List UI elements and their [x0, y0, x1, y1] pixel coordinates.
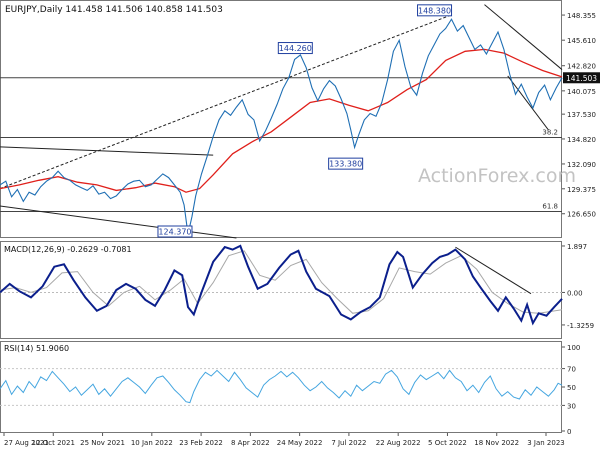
- annotation-label-2: 133.380: [329, 160, 362, 169]
- macd-ytick-label-0: 1.897: [567, 243, 587, 251]
- x-tick-label-10: 18 Nov 2022: [474, 439, 519, 447]
- x-tick-label-0: 27 Aug 2021: [4, 439, 49, 447]
- fib-label-61.8: 61.8: [542, 202, 558, 210]
- macd-label: MACD(12,26,9) -0.2629 -0.7081: [4, 245, 132, 254]
- x-tick-label-5: 8 Apr 2022: [231, 439, 270, 447]
- rsi-line: [0, 369, 563, 404]
- watermark: ActionForex.com: [418, 165, 576, 187]
- macd-panel: 1.897 0.00 -1.3259: [0, 243, 594, 330]
- macd-ytick-label-1: 0.00: [567, 289, 583, 297]
- x-tick-label-11: 3 Jan 2023: [527, 439, 565, 447]
- price-ytick-label-0: 148.355: [567, 12, 596, 20]
- rsi-ytick-label-0: 100: [567, 344, 580, 352]
- rsi-label: RSI(14) 51.9060: [4, 344, 69, 353]
- x-tick-label-1: 12 Oct 2021: [32, 439, 75, 447]
- price-trendline-3: [484, 4, 563, 70]
- x-tick-label-3: 10 Jan 2022: [131, 439, 173, 447]
- rsi-ytick-label-3: 30: [567, 402, 576, 410]
- panel-border-1: [0, 241, 562, 339]
- rsi-ytick-label-1: 70: [567, 366, 576, 374]
- x-tick-label-7: 7 Jul 2022: [331, 439, 366, 447]
- x-tick-label-9: 5 Oct 2022: [428, 439, 467, 447]
- annotation-box-2: [328, 157, 364, 170]
- price-ytick-label-2: 142.820: [567, 63, 596, 71]
- last-price-tag: [563, 72, 600, 84]
- price-trendline-2: [0, 14, 452, 190]
- x-tick-label-4: 23 Feb 2022: [179, 439, 223, 447]
- price-ytick-label-3: 140.075: [567, 88, 596, 96]
- rsi-panel: 100 70 50 30 0: [0, 344, 580, 436]
- annotation-box-0: [417, 4, 453, 17]
- annotation-box-1: [277, 42, 313, 55]
- panel-border-0: [0, 0, 562, 238]
- price-ytick-label-4: 137.530: [567, 111, 596, 119]
- price-ytick-label-7: 129.375: [567, 186, 596, 194]
- price-ytick-label-6: 132.090: [567, 161, 596, 169]
- x-tick-label-6: 24 May 2022: [277, 439, 323, 447]
- last-price-label: 141.503: [566, 74, 597, 83]
- annotation-label-0: 148.380: [418, 6, 451, 15]
- macd-trendline-0: [455, 246, 532, 295]
- annotation-box-3: [157, 225, 193, 238]
- annotation-label-1: 144.260: [279, 44, 312, 53]
- macd-line: [0, 244, 563, 326]
- rsi-ytick-label-4: 0: [567, 428, 571, 436]
- rsi-ytick-label-2: 50: [567, 384, 576, 392]
- annotation-label-3: 124.370: [158, 228, 191, 237]
- sma-line: [0, 48, 563, 193]
- panel-border-2: [0, 341, 562, 433]
- price-trendline-0: [0, 146, 214, 156]
- macd-ytick-label-2: -1.3259: [567, 322, 594, 330]
- x-tick-label-8: 22 Aug 2022: [376, 439, 421, 447]
- price-trendline-4: [507, 75, 549, 131]
- fib-label-38.2: 38.2: [542, 128, 558, 136]
- price-ytick-label-8: 126.650: [567, 211, 596, 219]
- chart-title: EURJPY,Daily 141.458 141.506 140.858 141…: [5, 5, 223, 15]
- price-ytick-label-5: 134.820: [567, 136, 596, 144]
- price-panel: 38.2 61.8 148.380 144.260 133.380 124.370 148.…: [0, 4, 600, 239]
- price-line: [0, 18, 563, 235]
- price-ytick-label-1: 145.610: [567, 37, 596, 45]
- price-trendline-1: [0, 205, 237, 239]
- panels-frame: [0, 0, 562, 433]
- x-tick-label-2: 25 Nov 2021: [80, 439, 125, 447]
